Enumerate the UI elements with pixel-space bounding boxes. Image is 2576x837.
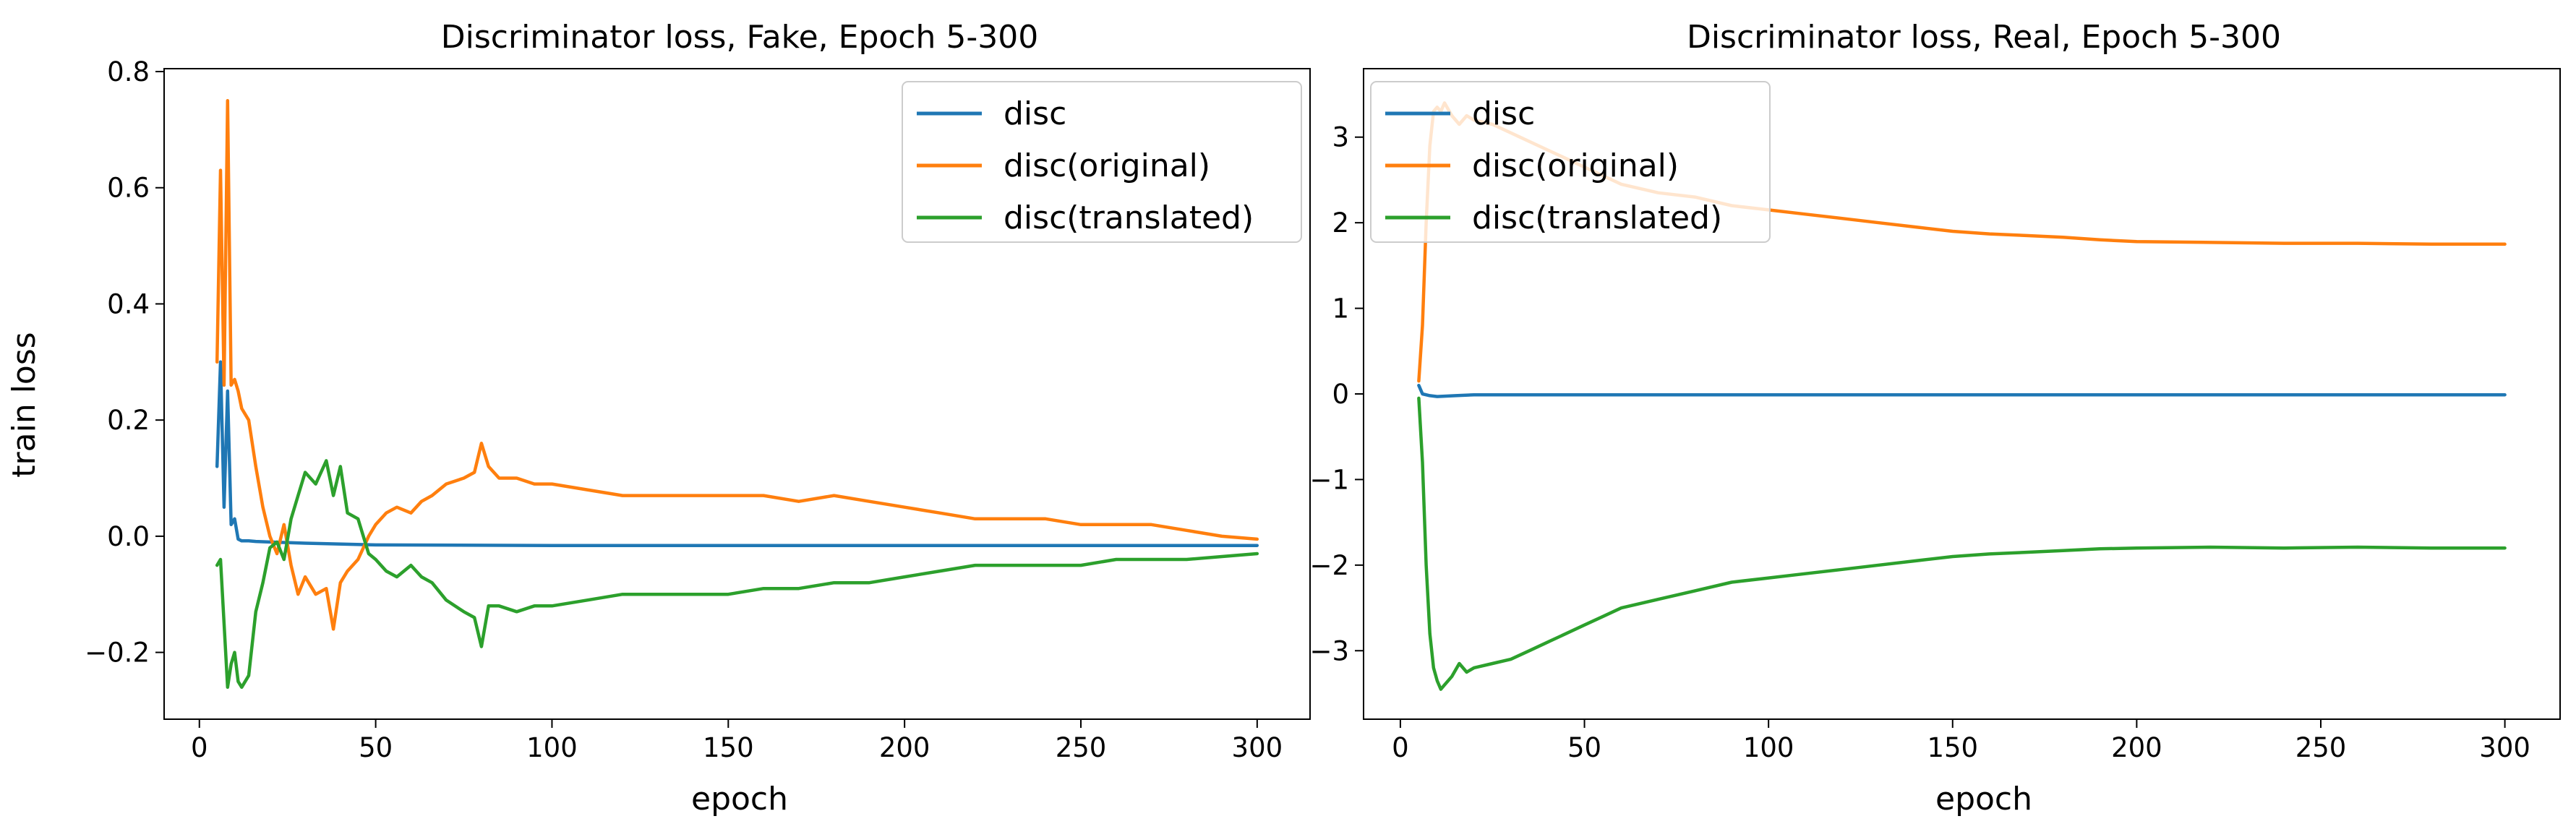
left-y-tick-label: 0.0 — [107, 521, 150, 552]
right-x-tick-label: 150 — [1927, 732, 1978, 763]
right-y-tick-label: 2 — [1332, 207, 1349, 239]
right-chart-panel: Discriminator loss, Real, Epoch 5-300 ep… — [1309, 19, 2561, 817]
right-x-axis-label: epoch — [1935, 781, 2032, 817]
left-y-tick-label: 0.8 — [107, 56, 150, 87]
right-y-tick-label: 1 — [1332, 293, 1349, 325]
left-chart-panel: Discriminator loss, Fake, Epoch 5-300 ep… — [6, 19, 1311, 817]
left-legend-box — [902, 81, 1302, 243]
left-x-tick-label: 100 — [526, 732, 578, 763]
left-series-line-2 — [215, 459, 1259, 690]
left-legend-label-0: disc — [1004, 95, 1066, 132]
right-y-tick-label: 0 — [1332, 379, 1349, 410]
right-chart-title: Discriminator loss, Real, Epoch 5-300 — [1687, 19, 2281, 56]
left-legend: disc disc(original) disc(translated) — [902, 81, 1302, 243]
left-y-tick-label: 0.4 — [107, 288, 150, 319]
left-x-tick-label: 150 — [703, 732, 754, 763]
right-x-tick-label: 100 — [1743, 732, 1794, 763]
right-x-tick-label: 250 — [2295, 732, 2347, 763]
left-y-tick-label: −0.2 — [85, 638, 150, 669]
right-y-tick-label: −2 — [1309, 550, 1349, 581]
left-y-tick-label: 0.2 — [107, 405, 150, 436]
left-x-axis-label: epoch — [691, 781, 788, 817]
left-legend-label-1: disc(original) — [1004, 147, 1210, 184]
right-series-line-0 — [1417, 383, 2507, 398]
left-legend-label-2: disc(translated) — [1004, 199, 1254, 236]
left-chart-title: Discriminator loss, Fake, Epoch 5-300 — [441, 19, 1038, 56]
left-x-tick-label: 200 — [879, 732, 930, 763]
right-x-tick-label: 0 — [1392, 732, 1409, 763]
right-y-tick-label: 3 — [1332, 122, 1349, 153]
right-x-tick-label: 200 — [2111, 732, 2162, 763]
left-series-line-1 — [215, 98, 1259, 631]
left-y-axis-label: train loss — [6, 332, 43, 477]
left-x-tick-label: 250 — [1056, 732, 1107, 763]
left-plot-frame — [163, 68, 1311, 720]
left-x-tick-label: 0 — [191, 732, 208, 763]
right-y-tick-label: −3 — [1309, 635, 1349, 666]
right-legend-label-0: disc — [1472, 95, 1535, 132]
right-legend: disc disc(original) disc(translated) — [1370, 81, 1771, 243]
left-x-tick-label: 50 — [359, 732, 393, 763]
left-y-tick-label: 0.6 — [107, 173, 150, 204]
right-x-tick-label: 300 — [2479, 732, 2530, 763]
right-x-tick-label: 50 — [1567, 732, 1601, 763]
left-series-line-0 — [215, 360, 1259, 547]
right-legend-label-1: disc(original) — [1472, 147, 1679, 184]
right-y-tick-label: −1 — [1309, 464, 1349, 495]
right-legend-box — [1370, 81, 1771, 243]
right-legend-label-2: disc(translated) — [1472, 199, 1722, 236]
left-x-tick-label: 300 — [1232, 732, 1283, 763]
right-series-line-2 — [1417, 396, 2507, 691]
